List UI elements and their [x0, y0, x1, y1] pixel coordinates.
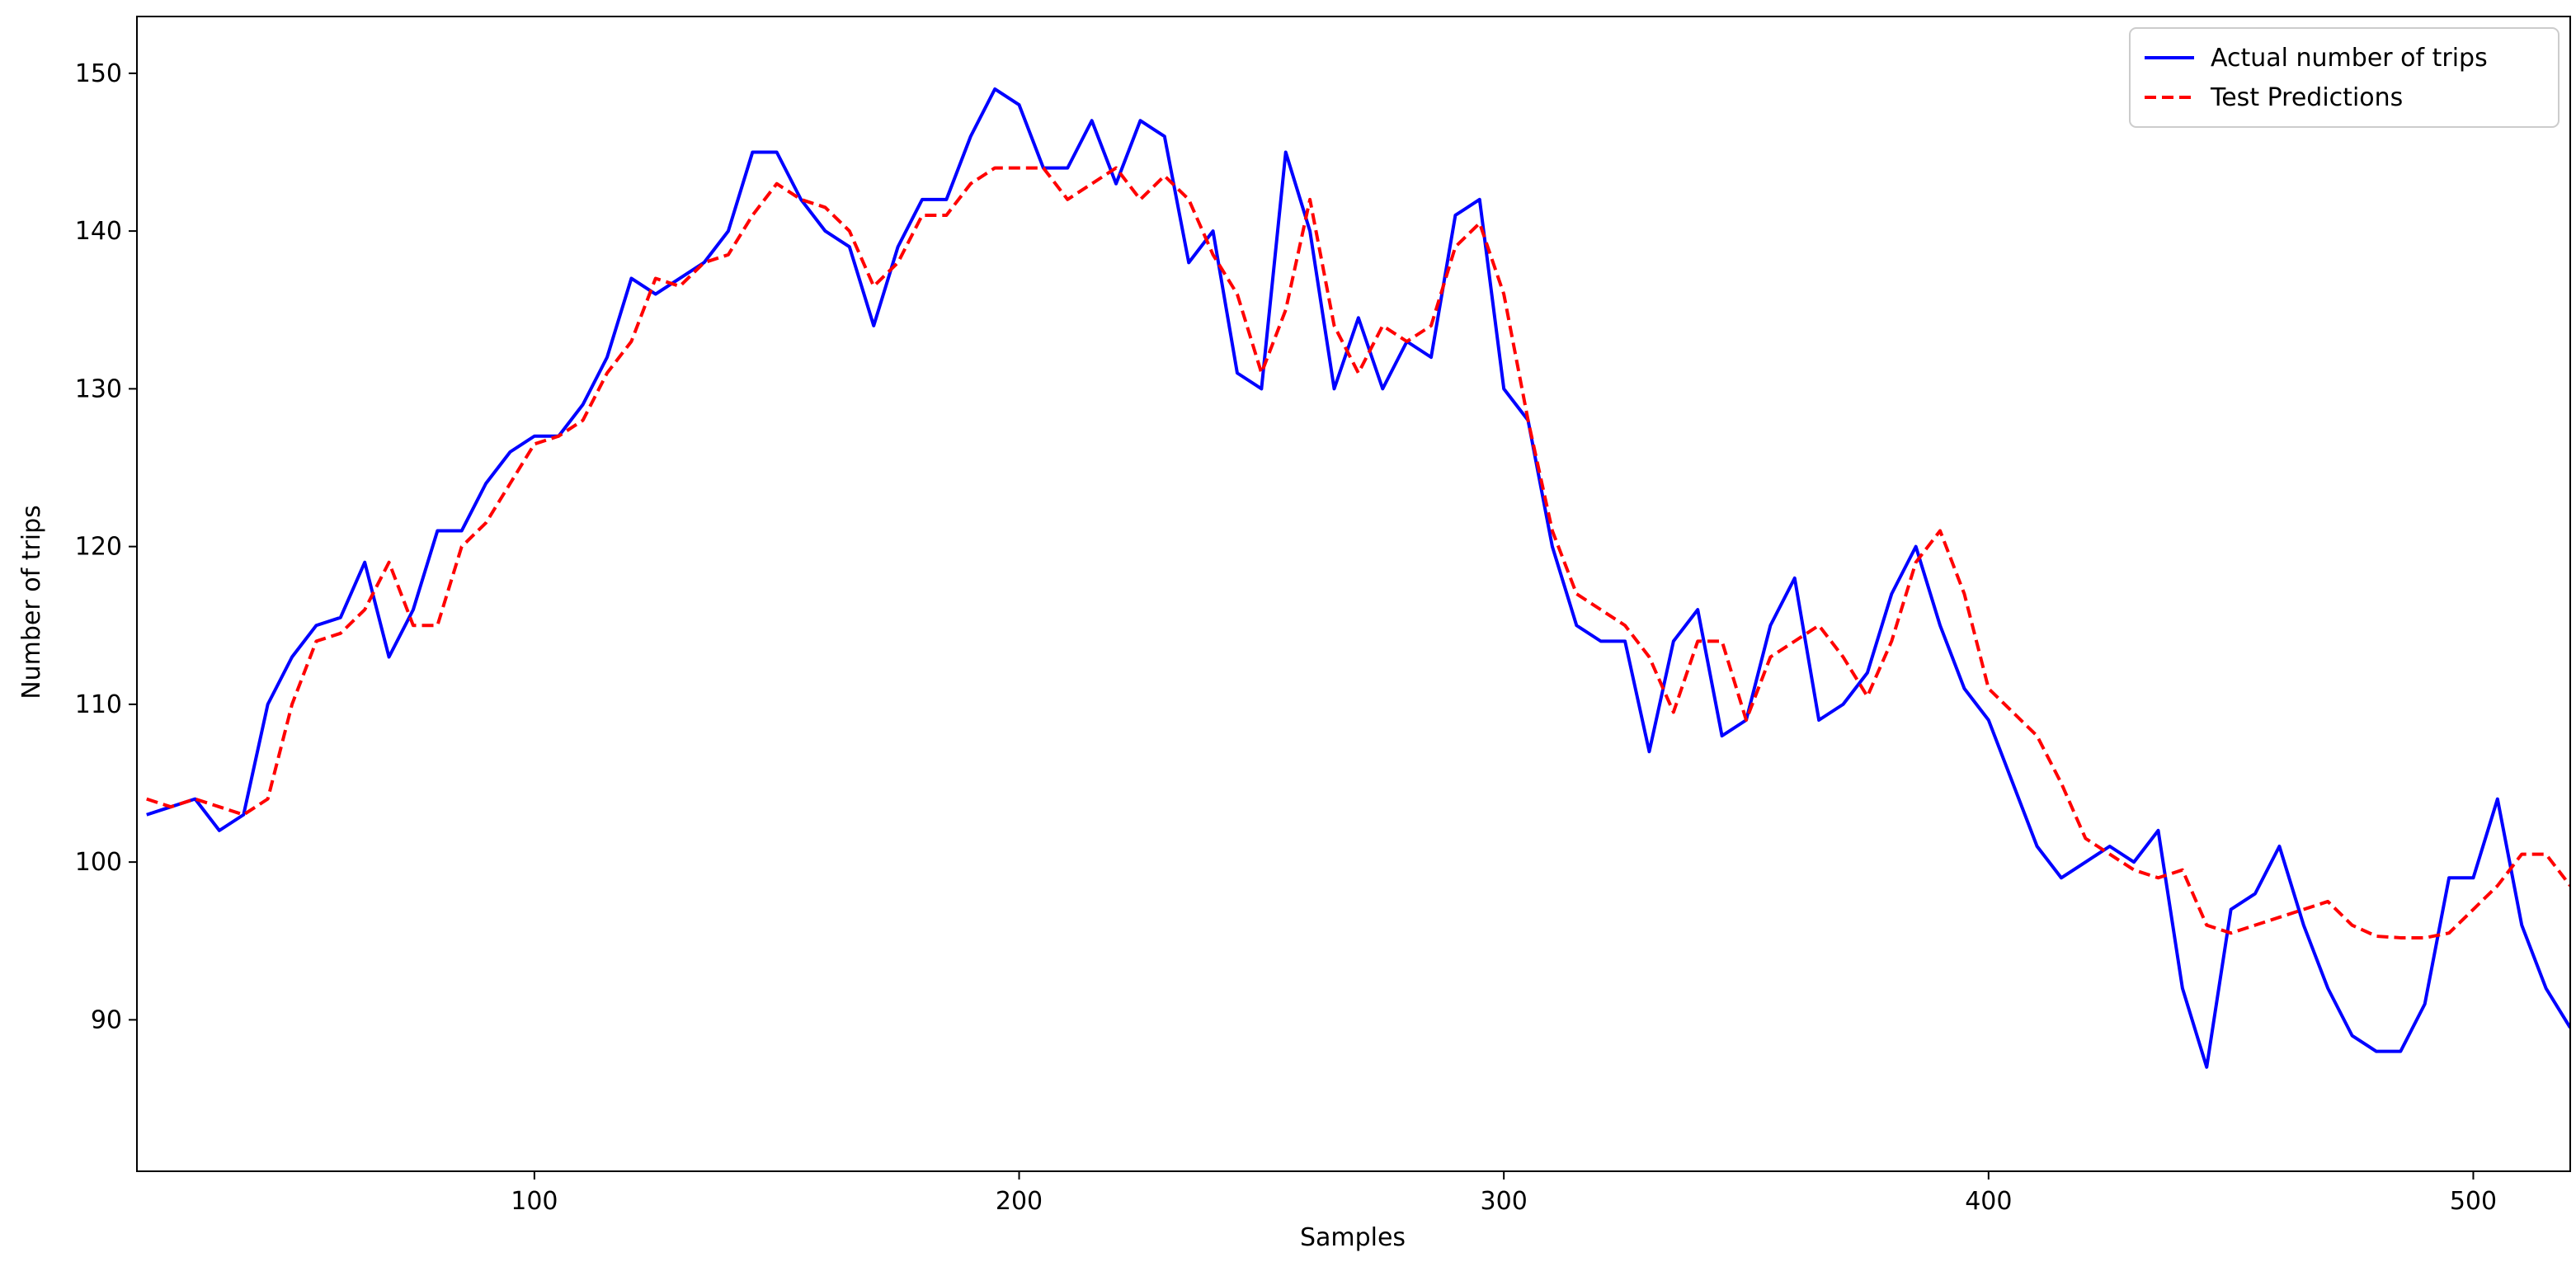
legend-label: Test Predictions: [2210, 83, 2403, 112]
y-tick-label: 140: [75, 217, 122, 246]
y-tick-label: 100: [75, 848, 122, 877]
x-tick-label: 200: [996, 1187, 1043, 1216]
y-axis-label: Number of trips: [17, 505, 46, 699]
y-tick-label: 150: [75, 59, 122, 88]
legend-box: [2129, 27, 2560, 128]
x-tick-label: 400: [1965, 1187, 2012, 1216]
x-tick-label: 100: [511, 1187, 558, 1216]
y-tick-label: 130: [75, 374, 122, 403]
x-axis-label: Samples: [1300, 1223, 1406, 1252]
series-line: [146, 166, 2570, 939]
y-tick-label: 90: [91, 1005, 122, 1034]
y-tick-label: 110: [75, 690, 122, 719]
x-tick-label: 300: [1481, 1187, 1528, 1216]
legend-label: Actual number of trips: [2211, 44, 2488, 73]
series-line: [146, 87, 2570, 1069]
x-tick-label: 500: [2450, 1187, 2497, 1216]
y-tick-label: 120: [75, 533, 122, 562]
plot-frame: [136, 16, 2571, 1172]
